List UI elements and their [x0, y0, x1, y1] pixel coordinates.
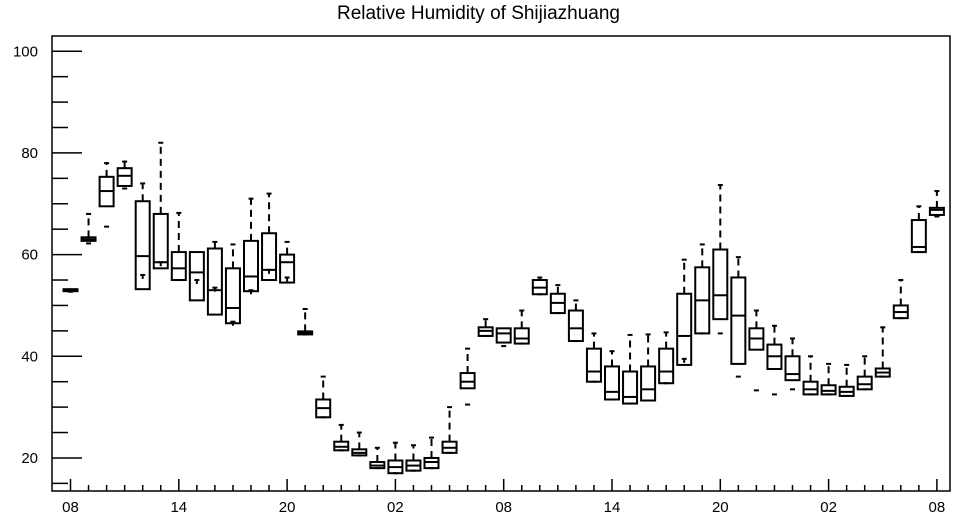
box-47 [910, 205, 927, 254]
box-15 [333, 423, 350, 452]
x-tick-label: 08 [929, 499, 946, 516]
box-body [676, 292, 693, 366]
box-body [856, 375, 873, 391]
box-body [261, 232, 278, 282]
y-tick-label: 60 [21, 247, 38, 264]
box-13 [297, 308, 314, 336]
box-9 [224, 243, 241, 326]
x-tick-label: 14 [170, 499, 187, 516]
box-25 [513, 309, 530, 345]
box-body [622, 370, 639, 405]
box-16 [351, 431, 368, 457]
box-body [640, 365, 657, 402]
box-21 [441, 406, 458, 454]
x-tick-label: 08 [62, 499, 79, 516]
box-33 [658, 331, 675, 385]
y-tick-label: 40 [21, 348, 38, 365]
box-body [802, 380, 819, 396]
box-24 [495, 327, 512, 348]
box-body [134, 200, 151, 291]
box-body [513, 327, 530, 345]
box-12 [279, 240, 296, 284]
box-body [170, 251, 187, 282]
box-body [495, 327, 512, 344]
box-body [658, 347, 675, 385]
x-tick-label: 08 [495, 499, 512, 516]
box-2 [98, 162, 115, 228]
box-20 [423, 436, 440, 470]
x-tick-label: 20 [712, 499, 729, 516]
box-37 [730, 256, 747, 378]
box-body [784, 355, 801, 382]
box-22 [459, 347, 476, 406]
box-28 [567, 299, 584, 343]
box-38 [748, 309, 765, 392]
box-32 [640, 333, 657, 402]
box-body [712, 248, 729, 321]
box-26 [531, 276, 548, 296]
y-tick-label: 20 [21, 450, 38, 467]
box-8 [206, 240, 223, 316]
box-35 [694, 243, 711, 335]
box-45 [874, 326, 891, 378]
box-46 [892, 279, 909, 320]
box-10 [243, 197, 259, 295]
box-41 [802, 355, 819, 396]
box-29 [585, 332, 602, 383]
box-body [224, 267, 241, 325]
box-body [423, 456, 440, 470]
x-tick-label: 20 [279, 499, 296, 516]
box-36 [712, 183, 729, 335]
box-1 [80, 212, 97, 245]
y-tick-label: 100 [13, 43, 38, 60]
chart-title: Relative Humidity of Shijiazhuang [336, 3, 621, 24]
box-19 [405, 444, 422, 472]
box-body [152, 212, 169, 270]
x-tick-label: 02 [387, 499, 404, 516]
box-series [62, 141, 945, 475]
box-body [206, 247, 223, 316]
y-axis: 20 40 60 80 100 [13, 43, 82, 485]
box-body [243, 239, 259, 293]
box-48 [928, 190, 945, 218]
box-7 [188, 251, 205, 302]
box-17 [369, 446, 386, 470]
box-body [188, 251, 205, 302]
box-14 [315, 375, 332, 419]
box-body [604, 365, 620, 401]
box-30 [604, 350, 620, 401]
box-body [459, 372, 476, 390]
box-body [585, 347, 602, 383]
x-axis: 08 14 20 02 08 14 20 02 08 [62, 479, 945, 516]
box-31 [622, 333, 639, 405]
box-23 [477, 318, 494, 337]
box-body [928, 206, 945, 216]
box-body [567, 309, 584, 343]
box-body [279, 253, 296, 284]
box-6 [170, 211, 187, 282]
box-4 [134, 182, 151, 291]
box-5 [152, 141, 169, 270]
box-42 [820, 362, 837, 396]
x-tick-label: 14 [604, 499, 621, 516]
box-body [910, 219, 927, 254]
box-39 [766, 324, 783, 396]
box-40 [784, 337, 801, 391]
box-43 [838, 363, 855, 397]
box-body [116, 167, 133, 187]
box-11 [261, 192, 278, 282]
box-0 [62, 288, 79, 293]
x-tick-label: 02 [820, 499, 837, 516]
y-tick-label: 80 [21, 145, 38, 162]
box-3 [116, 160, 133, 190]
box-34 [676, 258, 693, 366]
box-27 [549, 284, 566, 315]
box-body [820, 384, 837, 396]
box-body [730, 276, 747, 365]
plot-frame [51, 35, 951, 492]
box-44 [856, 355, 873, 391]
box-18 [387, 441, 404, 475]
